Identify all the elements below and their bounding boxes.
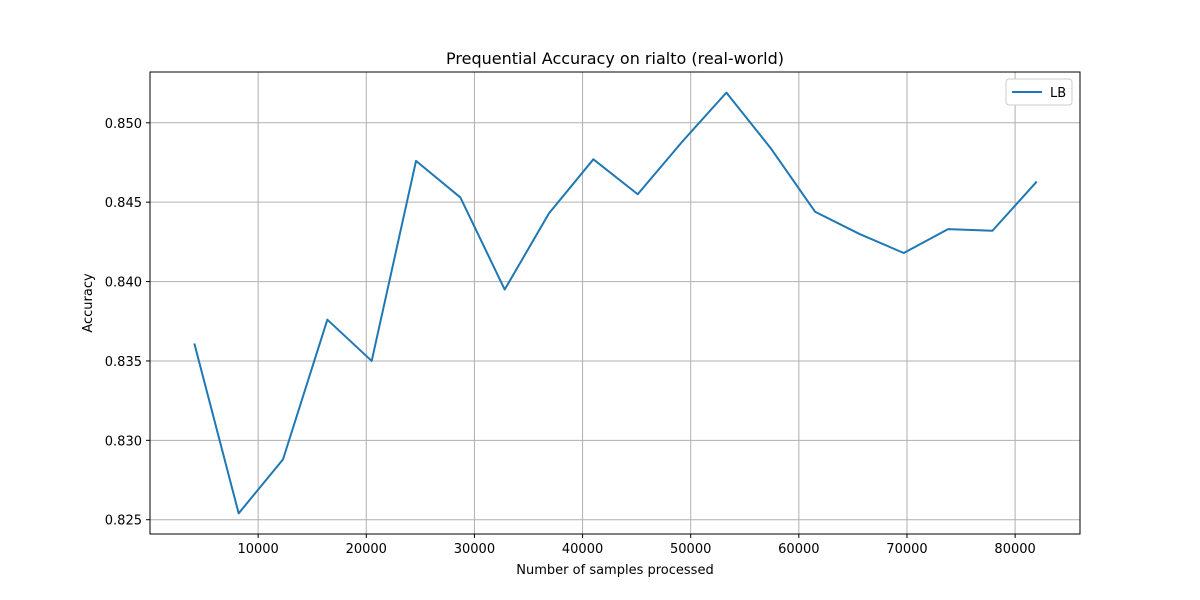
y-tick-label: 0.825 [105,514,142,529]
x-tick-label: 20000 [346,542,387,557]
y-tick-label: 0.835 [105,355,142,370]
plot-frame [149,71,1081,535]
x-tick-label: 80000 [994,542,1035,557]
legend-label-lb: LB [1050,86,1066,101]
x-tick-label: 30000 [454,542,495,557]
y-axis-label: Accuracy [81,273,96,333]
axes-ticks: 10000 20000 30000 40000 50000 60000 70000 80000… [105,117,1036,557]
x-tick-label: 50000 [670,542,711,557]
y-tick-label: 0.845 [105,196,142,211]
legend: LB [1005,78,1073,106]
y-tick-label: 0.830 [105,434,142,449]
chart-title: Prequential Accuracy on rialto (real-wor… [446,49,784,68]
x-tick-label: 70000 [886,542,927,557]
x-tick-label: 40000 [562,542,603,557]
y-tick-label: 0.850 [105,117,142,132]
series-line-lb [193,91,1038,515]
x-tick-label: 60000 [778,542,819,557]
y-tick-label: 0.840 [105,276,142,291]
grid [150,72,1080,534]
x-axis-label: Number of samples processed [516,563,713,578]
x-tick-label: 10000 [237,542,278,557]
series-layer [193,91,1038,515]
